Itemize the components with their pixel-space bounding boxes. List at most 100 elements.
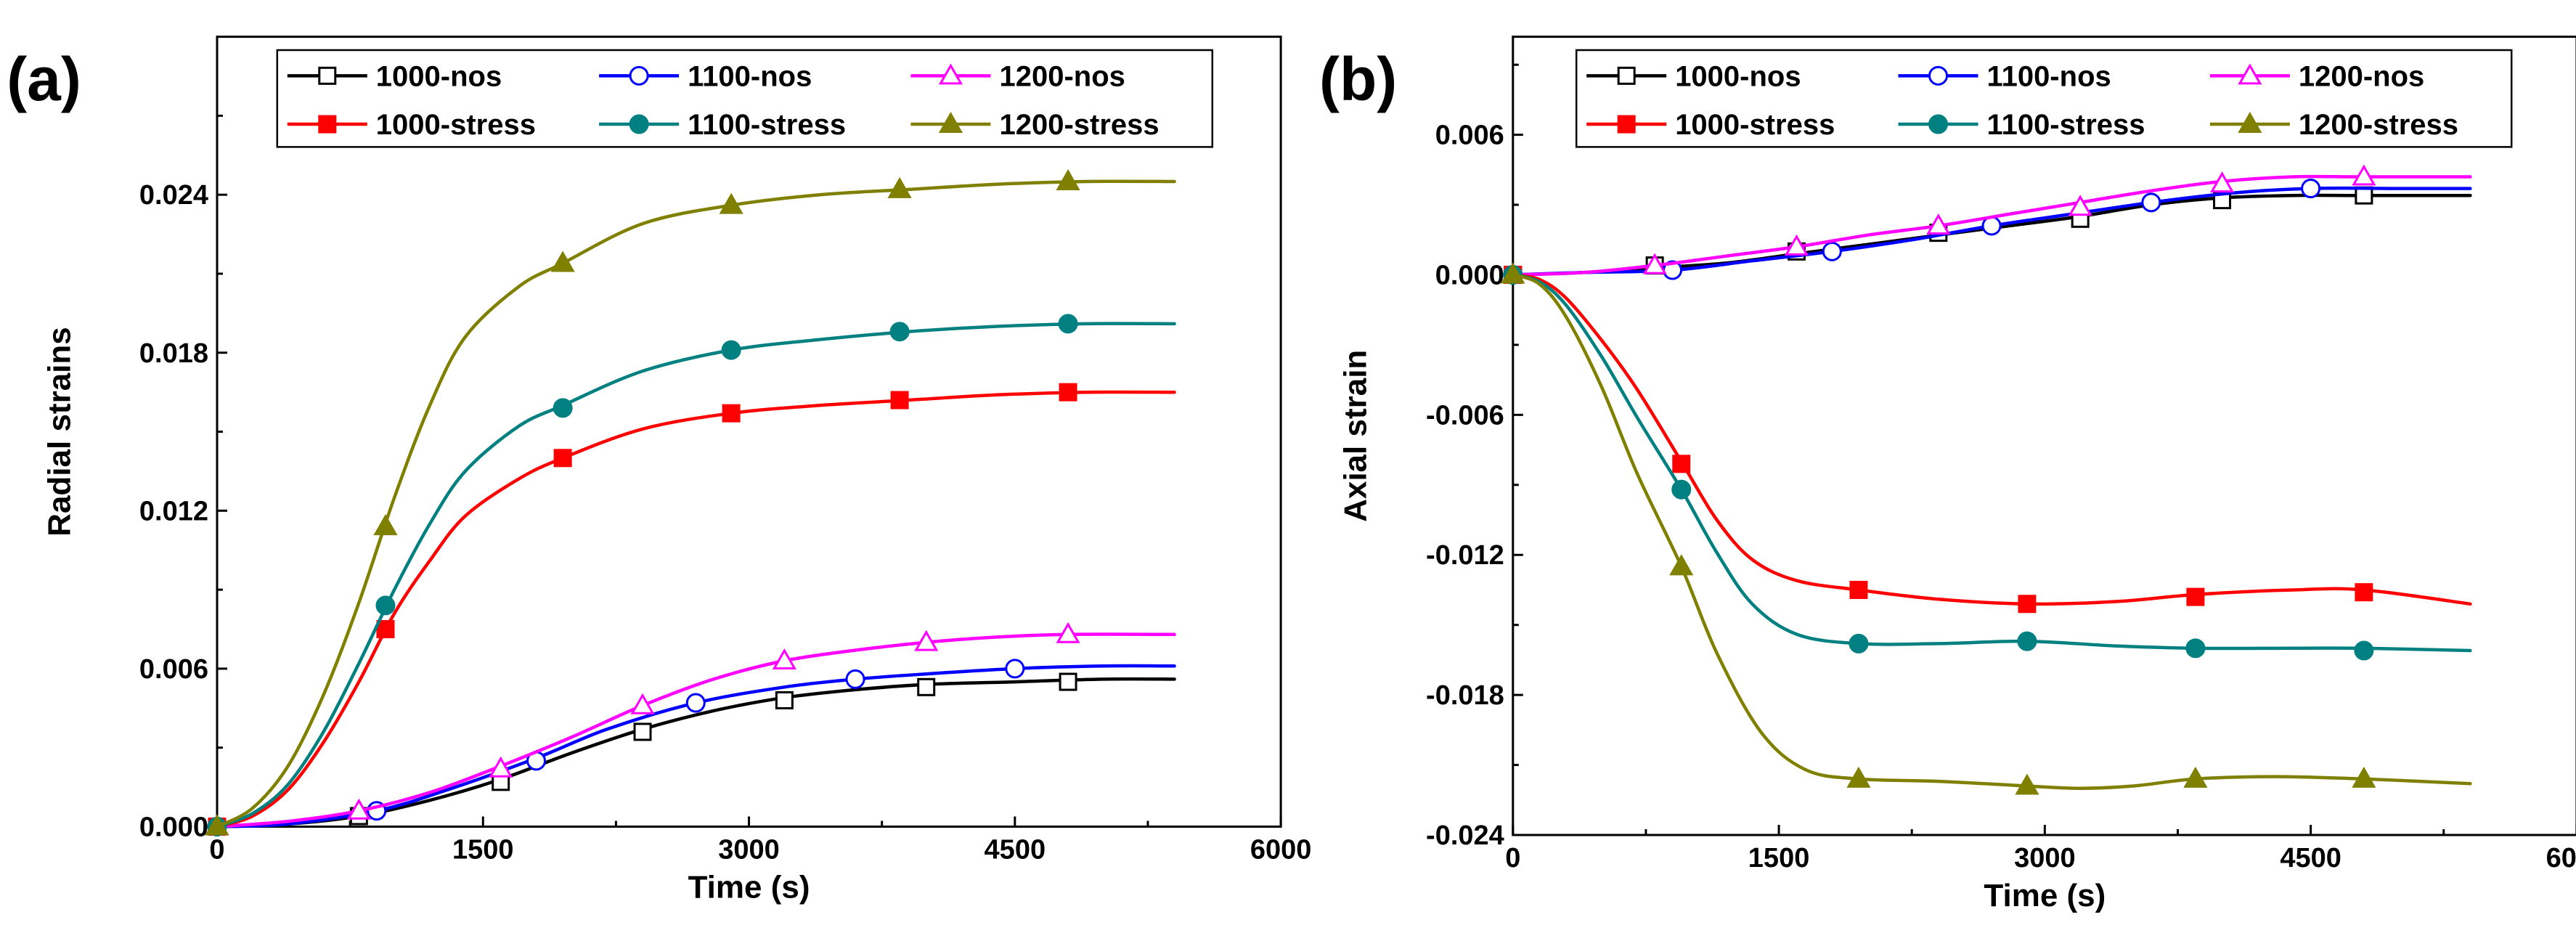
y-tick-label: 0.012: [139, 496, 208, 526]
legend-item-1000-stress: 1000-stress: [287, 109, 536, 141]
y-tick-label: 0.018: [139, 338, 208, 369]
series-1100-stress: [207, 314, 1176, 836]
y-tick-label: 0.000: [1435, 260, 1504, 290]
legend-marker: [1928, 65, 1949, 86]
data-point: [630, 693, 655, 714]
x-tick-label: 4500: [985, 835, 1046, 865]
data-point: [889, 322, 910, 342]
data-point: [553, 398, 573, 418]
data-point: [1642, 253, 1667, 274]
legend-label: 1200-nos: [999, 60, 1125, 92]
data-point: [722, 404, 741, 423]
legend-label: 1100-stress: [688, 109, 846, 141]
legend-item-1100-stress: 1100-stress: [1898, 109, 2145, 141]
legend-label: 1200-stress: [2299, 109, 2458, 141]
series-line: [215, 322, 1176, 828]
data-point: [2017, 631, 2037, 651]
legend-marker: [1617, 115, 1636, 134]
legend-marker: [318, 66, 337, 85]
legend-marker: [2238, 112, 2262, 134]
data-point: [2068, 195, 2092, 216]
legend-label: 1100-nos: [688, 60, 812, 92]
series-line: [215, 390, 1176, 828]
x-axis: 0 1500 3000 4500 6000: [209, 816, 1312, 865]
data-point: [1846, 766, 1871, 788]
data-point: [373, 514, 398, 536]
panel-label: (b): [1319, 45, 1397, 113]
legend-item-1200-stress: 1200-stress: [2209, 109, 2458, 141]
y-axis-title: Radial strains: [42, 327, 78, 537]
x-tick-label: 0: [209, 835, 224, 865]
series-1200-stress: [205, 169, 1176, 836]
data-point: [2141, 192, 2161, 213]
data-point: [346, 798, 371, 820]
data-point: [375, 595, 396, 616]
data-point: [2354, 640, 2374, 661]
data-point: [1784, 234, 1809, 256]
legend-item-1000-stress: 1000-stress: [1586, 109, 1835, 141]
legend-item-1200-nos: 1200-nos: [2209, 60, 2424, 92]
data-point: [917, 677, 936, 696]
legend-item-1200-stress: 1200-stress: [910, 109, 1159, 141]
legend-label: 1000-nos: [1675, 60, 1801, 92]
legend-label: 1000-stress: [1675, 109, 1835, 141]
series-1200-nos: [205, 622, 1176, 836]
series-line: [1511, 273, 2472, 653]
legend-item-1100-nos: 1100-nos: [1898, 60, 2111, 92]
series-1200-stress: [1501, 262, 2472, 795]
legend-label: 1100-nos: [1987, 60, 2111, 92]
legend-item-1100-nos: 1100-nos: [599, 60, 812, 92]
legend-marker: [629, 114, 649, 134]
series-1100-nos: [1503, 179, 2472, 285]
data-point: [2015, 773, 2039, 795]
legend-label: 1000-stress: [376, 109, 536, 141]
data-point: [1056, 622, 1080, 643]
data-point: [772, 648, 796, 670]
data-point: [845, 669, 865, 689]
data-point: [550, 250, 575, 272]
panel-b: (b) 0 1500 3000 4500 6000 Time (s) -0.024 -0.018…: [1319, 36, 2576, 913]
data-point: [1669, 554, 1694, 576]
data-point: [1058, 314, 1078, 334]
data-point: [887, 176, 912, 198]
data-point: [376, 620, 395, 639]
x-tick-label: 6000: [1250, 835, 1312, 865]
panel-label: (a): [7, 45, 81, 113]
plot-frame: [216, 36, 1282, 828]
data-point: [1849, 633, 1869, 653]
legend-item-1100-stress: 1100-stress: [599, 109, 846, 141]
series-1000-stress: [208, 383, 1176, 836]
data-point: [1849, 580, 1868, 599]
x-tick-label: 1500: [1748, 843, 1810, 873]
data-point: [2186, 587, 2205, 606]
data-point: [2301, 179, 2321, 199]
legend-marker: [938, 63, 963, 85]
data-point: [1056, 169, 1080, 191]
data-point: [2183, 766, 2208, 788]
data-point: [1926, 213, 1951, 235]
y-tick-label: -0.018: [1426, 680, 1504, 711]
x-axis-title: Time (s): [688, 870, 810, 905]
data-point: [553, 449, 572, 468]
legend-marker: [1928, 114, 1949, 134]
plot-frame: [1512, 36, 2576, 836]
legend-marker: [629, 65, 649, 86]
series-group: [205, 169, 1176, 836]
y-axis: 0.000 0.006 0.012 0.018 0.024: [139, 114, 227, 843]
x-tick-label: 3000: [2014, 843, 2076, 873]
series-line: [215, 632, 1176, 828]
series-line: [215, 179, 1176, 828]
legend-marker: [318, 115, 337, 134]
data-point: [1672, 455, 1691, 473]
x-tick-label: 6000: [2546, 843, 2576, 873]
series-group: [1501, 164, 2472, 795]
legend-item-1200-nos: 1200-nos: [910, 60, 1125, 92]
legend-item-1000-nos: 1000-nos: [1586, 60, 1801, 92]
data-point: [721, 340, 741, 360]
data-point: [914, 630, 939, 651]
x-tick-label: 1500: [452, 835, 514, 865]
data-point: [685, 693, 706, 713]
data-point: [2209, 171, 2235, 193]
data-point: [719, 192, 743, 214]
